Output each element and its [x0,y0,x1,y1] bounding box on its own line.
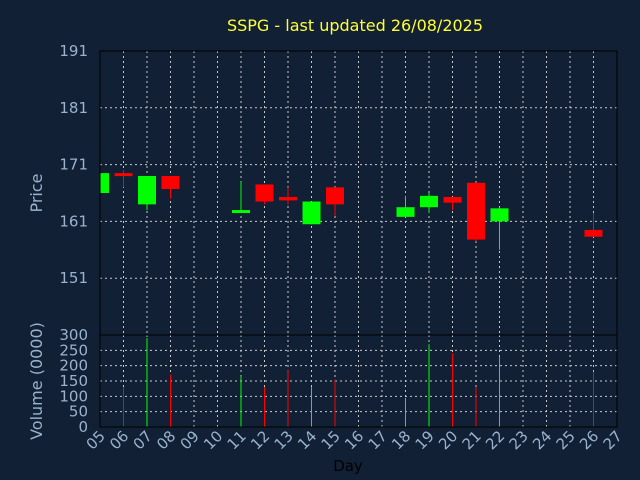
x-tick-label: 24 [529,427,555,453]
x-tick-label: 19 [412,427,438,453]
x-tick-label: 16 [341,427,367,453]
candle-body [490,208,509,222]
candle [467,182,485,242]
x-tick-label: 07 [130,427,156,453]
candle-body [467,182,485,240]
x-tick-label: 06 [106,427,132,453]
price-y-tick-label: 181 [59,99,88,117]
candle [161,175,180,199]
volume-y-tick-label: 150 [59,372,88,390]
x-tick-label: 27 [600,427,626,453]
price-y-tick-label: 171 [59,156,88,174]
price-y-tick-label: 161 [59,212,88,230]
candle-body [114,173,133,177]
volume-plot-frame [99,334,618,428]
volume-y-tick-label: 200 [59,357,88,375]
candle-body [100,173,109,193]
x-tick-label: 21 [459,427,485,453]
candle [302,201,321,225]
volume-axis-label: Volume (0000) [27,322,46,440]
candle [584,212,603,237]
candle [443,196,462,211]
candle [232,181,250,214]
volume-bars [123,338,594,427]
candle-body [420,195,438,208]
candle [279,187,297,205]
volume-y-tick-label: 300 [59,326,88,344]
volume-gridlines [99,334,618,428]
volume-y-tick-label: 100 [59,387,88,405]
x-tick-label: 11 [224,427,250,453]
x-tick-label: 17 [365,427,391,453]
candle [326,187,344,216]
x-tick-label: 15 [318,427,344,453]
price-panel: 191 181 171 161 151 Price [27,42,618,336]
price-y-tick-labels: 191 181 171 161 151 [59,42,88,287]
candle [114,170,133,188]
x-tick-label: 23 [506,427,532,453]
x-tick-label: 09 [177,427,203,453]
x-tick-label: 22 [482,427,508,453]
candle-body [138,175,156,205]
x-tick-label: 14 [294,427,320,453]
candle [420,193,438,213]
x-tick-label: 12 [247,427,273,453]
candle [99,173,109,193]
price-y-tick-label: 191 [59,42,88,60]
x-tick-label: 10 [200,427,226,453]
candle-body [161,175,180,190]
price-gridlines [99,50,618,335]
x-tick-label: 18 [388,427,414,453]
candle-body [584,229,603,237]
volume-y-tick-label: 250 [59,341,88,359]
volume-y-tick-label: 0 [78,418,88,436]
candle-body [302,201,321,225]
x-tick-label: 26 [576,427,602,453]
candle [138,175,156,211]
candle [490,207,509,250]
x-tick-label: 25 [553,427,579,453]
x-tick-label: 20 [435,427,461,453]
x-tick-label: 13 [271,427,297,453]
x-tick-label: 08 [153,427,179,453]
volume-y-tick-label: 50 [69,403,88,421]
candle-body [232,210,250,214]
candle-body [279,196,297,201]
candle-body [443,196,462,203]
candle [255,184,274,205]
x-axis-label: Day [333,457,363,475]
price-axis-label: Price [27,173,46,212]
candle-body [326,187,344,205]
x-tick-labels: 0506070809101112131415161718192021222324… [83,427,626,453]
candle [396,195,415,217]
price-candles [99,170,603,250]
chart-title: SSPG - last updated 26/08/2025 [227,16,483,35]
candle-body [396,207,415,217]
price-y-tick-label: 151 [59,269,88,287]
candle-body [255,184,274,202]
